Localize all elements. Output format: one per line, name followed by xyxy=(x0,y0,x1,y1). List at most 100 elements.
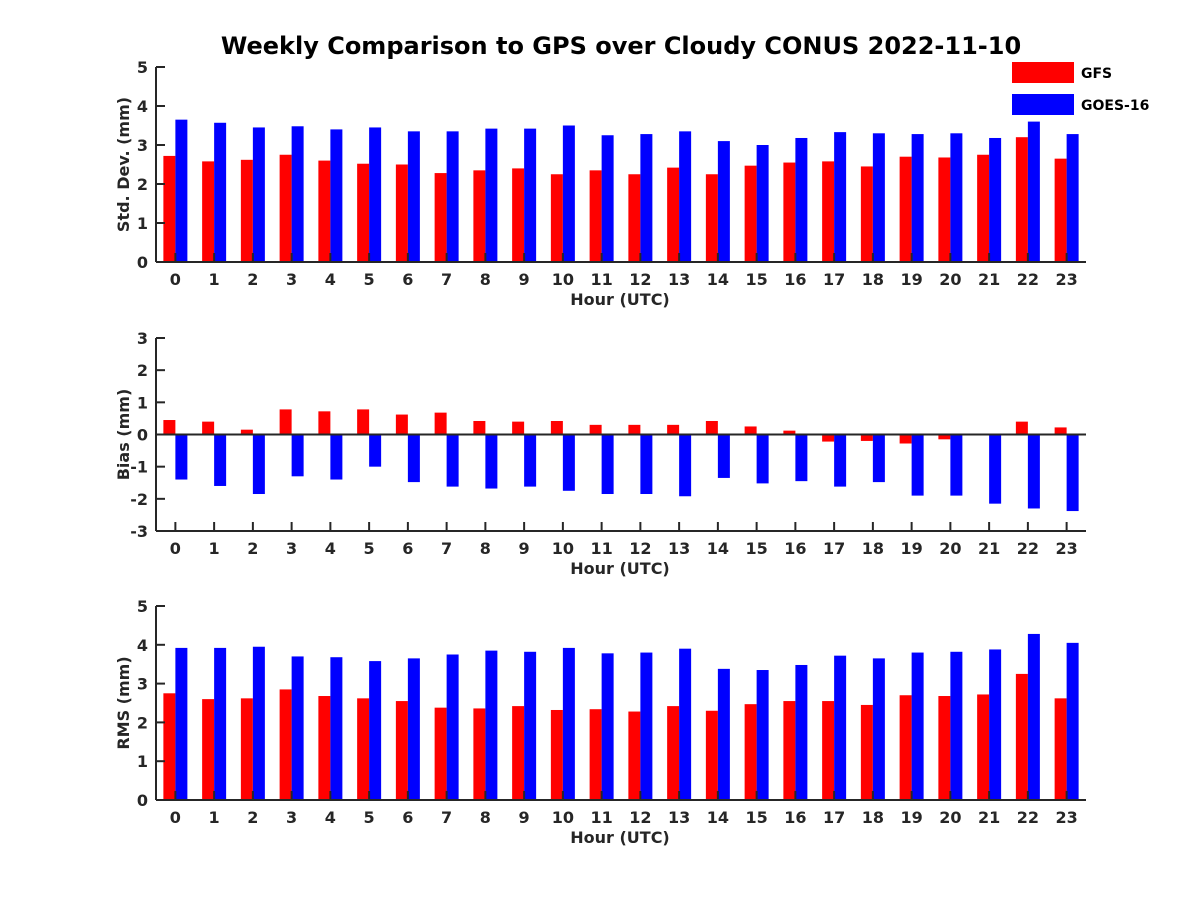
bar-stddev-goes16-22 xyxy=(1027,121,1040,262)
y-tick-label-rms-0: 0 xyxy=(137,791,148,810)
y-tick-label-bias--1: -1 xyxy=(130,458,148,477)
bar-rms-goes16-1 xyxy=(214,647,227,800)
x-tick-label-stddev-12: 12 xyxy=(629,270,651,289)
x-tick-label-bias-4: 4 xyxy=(325,539,336,558)
x-tick-label-stddev-10: 10 xyxy=(552,270,574,289)
bar-stddev-gfs-7 xyxy=(434,173,447,262)
bar-stddev-goes16-4 xyxy=(330,129,343,262)
bar-bias-goes16-4 xyxy=(330,434,343,480)
bar-bias-goes16-18 xyxy=(872,434,885,483)
bar-rms-goes16-17 xyxy=(834,655,847,800)
bar-rms-gfs-20 xyxy=(938,696,951,800)
bar-rms-goes16-11 xyxy=(601,653,614,800)
bar-rms-gfs-23 xyxy=(1054,698,1067,800)
bar-bias-goes16-3 xyxy=(291,434,304,477)
bar-bias-gfs-5 xyxy=(357,409,370,435)
bar-stddev-goes16-14 xyxy=(717,141,730,262)
bar-rms-goes16-5 xyxy=(369,661,382,800)
bar-rms-gfs-15 xyxy=(744,704,757,800)
x-tick-label-rms-17: 17 xyxy=(823,808,845,827)
bar-stddev-goes16-19 xyxy=(911,134,924,262)
x-tick-label-bias-23: 23 xyxy=(1055,539,1077,558)
x-tick-label-rms-2: 2 xyxy=(247,808,258,827)
x-tick-label-rms-9: 9 xyxy=(519,808,530,827)
x-tick-label-bias-22: 22 xyxy=(1017,539,1039,558)
bar-bias-gfs-12 xyxy=(628,424,641,435)
bar-stddev-goes16-12 xyxy=(640,134,653,262)
bar-bias-gfs-4 xyxy=(318,411,331,435)
y-axis-title-rms: RMS (mm) xyxy=(114,656,133,749)
x-tick-label-bias-21: 21 xyxy=(978,539,1000,558)
x-tick-label-stddev-3: 3 xyxy=(286,270,297,289)
y-tick-label-bias-2: 2 xyxy=(137,361,148,380)
bar-rms-gfs-12 xyxy=(628,711,641,800)
x-tick-label-stddev-16: 16 xyxy=(784,270,806,289)
bar-rms-gfs-6 xyxy=(395,701,408,800)
bar-bias-gfs-20 xyxy=(938,434,951,440)
bar-stddev-gfs-19 xyxy=(899,156,912,262)
x-tick-label-bias-17: 17 xyxy=(823,539,845,558)
x-tick-label-stddev-15: 15 xyxy=(745,270,767,289)
bar-rms-goes16-12 xyxy=(640,652,653,800)
x-tick-label-stddev-6: 6 xyxy=(402,270,413,289)
x-tick-label-bias-10: 10 xyxy=(552,539,574,558)
bar-rms-gfs-10 xyxy=(550,709,563,800)
bar-bias-gfs-11 xyxy=(589,424,602,435)
bar-rms-gfs-8 xyxy=(473,708,486,800)
bar-rms-gfs-4 xyxy=(318,696,331,800)
x-tick-label-rms-22: 22 xyxy=(1017,808,1039,827)
bar-stddev-goes16-18 xyxy=(872,133,885,262)
bar-bias-goes16-9 xyxy=(524,434,537,487)
bar-stddev-gfs-11 xyxy=(589,170,602,262)
bar-stddev-gfs-22 xyxy=(1015,137,1028,262)
x-tick-label-stddev-1: 1 xyxy=(209,270,220,289)
bar-rms-gfs-5 xyxy=(357,698,370,800)
bar-stddev-gfs-9 xyxy=(512,168,525,262)
bar-stddev-goes16-5 xyxy=(369,127,382,262)
bar-stddev-gfs-2 xyxy=(240,159,253,262)
y-tick-label-stddev-3: 3 xyxy=(137,136,148,155)
x-axis-title-rms: Hour (UTC) xyxy=(570,828,670,847)
y-tick-label-rms-4: 4 xyxy=(137,636,148,655)
bar-rms-gfs-2 xyxy=(240,698,253,800)
bar-rms-gfs-14 xyxy=(705,710,718,800)
bar-stddev-gfs-12 xyxy=(628,174,641,262)
bar-bias-goes16-14 xyxy=(717,434,730,478)
bar-bias-gfs-6 xyxy=(395,414,408,435)
y-tick-label-rms-5: 5 xyxy=(137,597,148,616)
x-tick-label-bias-9: 9 xyxy=(519,539,530,558)
bar-bias-goes16-22 xyxy=(1027,434,1040,509)
bar-stddev-goes16-23 xyxy=(1066,134,1079,262)
bar-stddev-gfs-14 xyxy=(705,174,718,262)
bar-rms-goes16-9 xyxy=(524,651,537,800)
bar-rms-goes16-14 xyxy=(717,668,730,800)
bar-bias-goes16-7 xyxy=(446,434,459,487)
bar-bias-goes16-20 xyxy=(950,434,963,496)
x-tick-label-bias-12: 12 xyxy=(629,539,651,558)
bar-rms-gfs-19 xyxy=(899,695,912,800)
bar-rms-goes16-23 xyxy=(1066,642,1079,800)
x-tick-label-stddev-14: 14 xyxy=(707,270,729,289)
bar-rms-goes16-4 xyxy=(330,657,343,800)
x-tick-label-stddev-17: 17 xyxy=(823,270,845,289)
bar-stddev-goes16-6 xyxy=(407,131,420,262)
bar-bias-gfs-13 xyxy=(667,424,680,435)
bar-bias-gfs-19 xyxy=(899,434,912,444)
x-tick-label-bias-1: 1 xyxy=(209,539,220,558)
x-tick-label-stddev-22: 22 xyxy=(1017,270,1039,289)
bar-bias-goes16-12 xyxy=(640,434,653,495)
bar-rms-gfs-18 xyxy=(860,704,873,800)
bar-bias-gfs-17 xyxy=(822,434,835,442)
bar-bias-gfs-7 xyxy=(434,412,447,435)
bar-bias-goes16-19 xyxy=(911,434,924,496)
bar-bias-goes16-5 xyxy=(369,434,382,467)
bar-rms-goes16-0 xyxy=(175,647,188,800)
bar-stddev-goes16-9 xyxy=(524,128,537,262)
bar-rms-gfs-3 xyxy=(279,689,292,800)
x-tick-label-rms-13: 13 xyxy=(668,808,690,827)
legend: GFS GOES-16 xyxy=(1012,62,1149,115)
y-tick-label-stddev-4: 4 xyxy=(137,97,148,116)
bar-stddev-goes16-10 xyxy=(562,125,575,262)
